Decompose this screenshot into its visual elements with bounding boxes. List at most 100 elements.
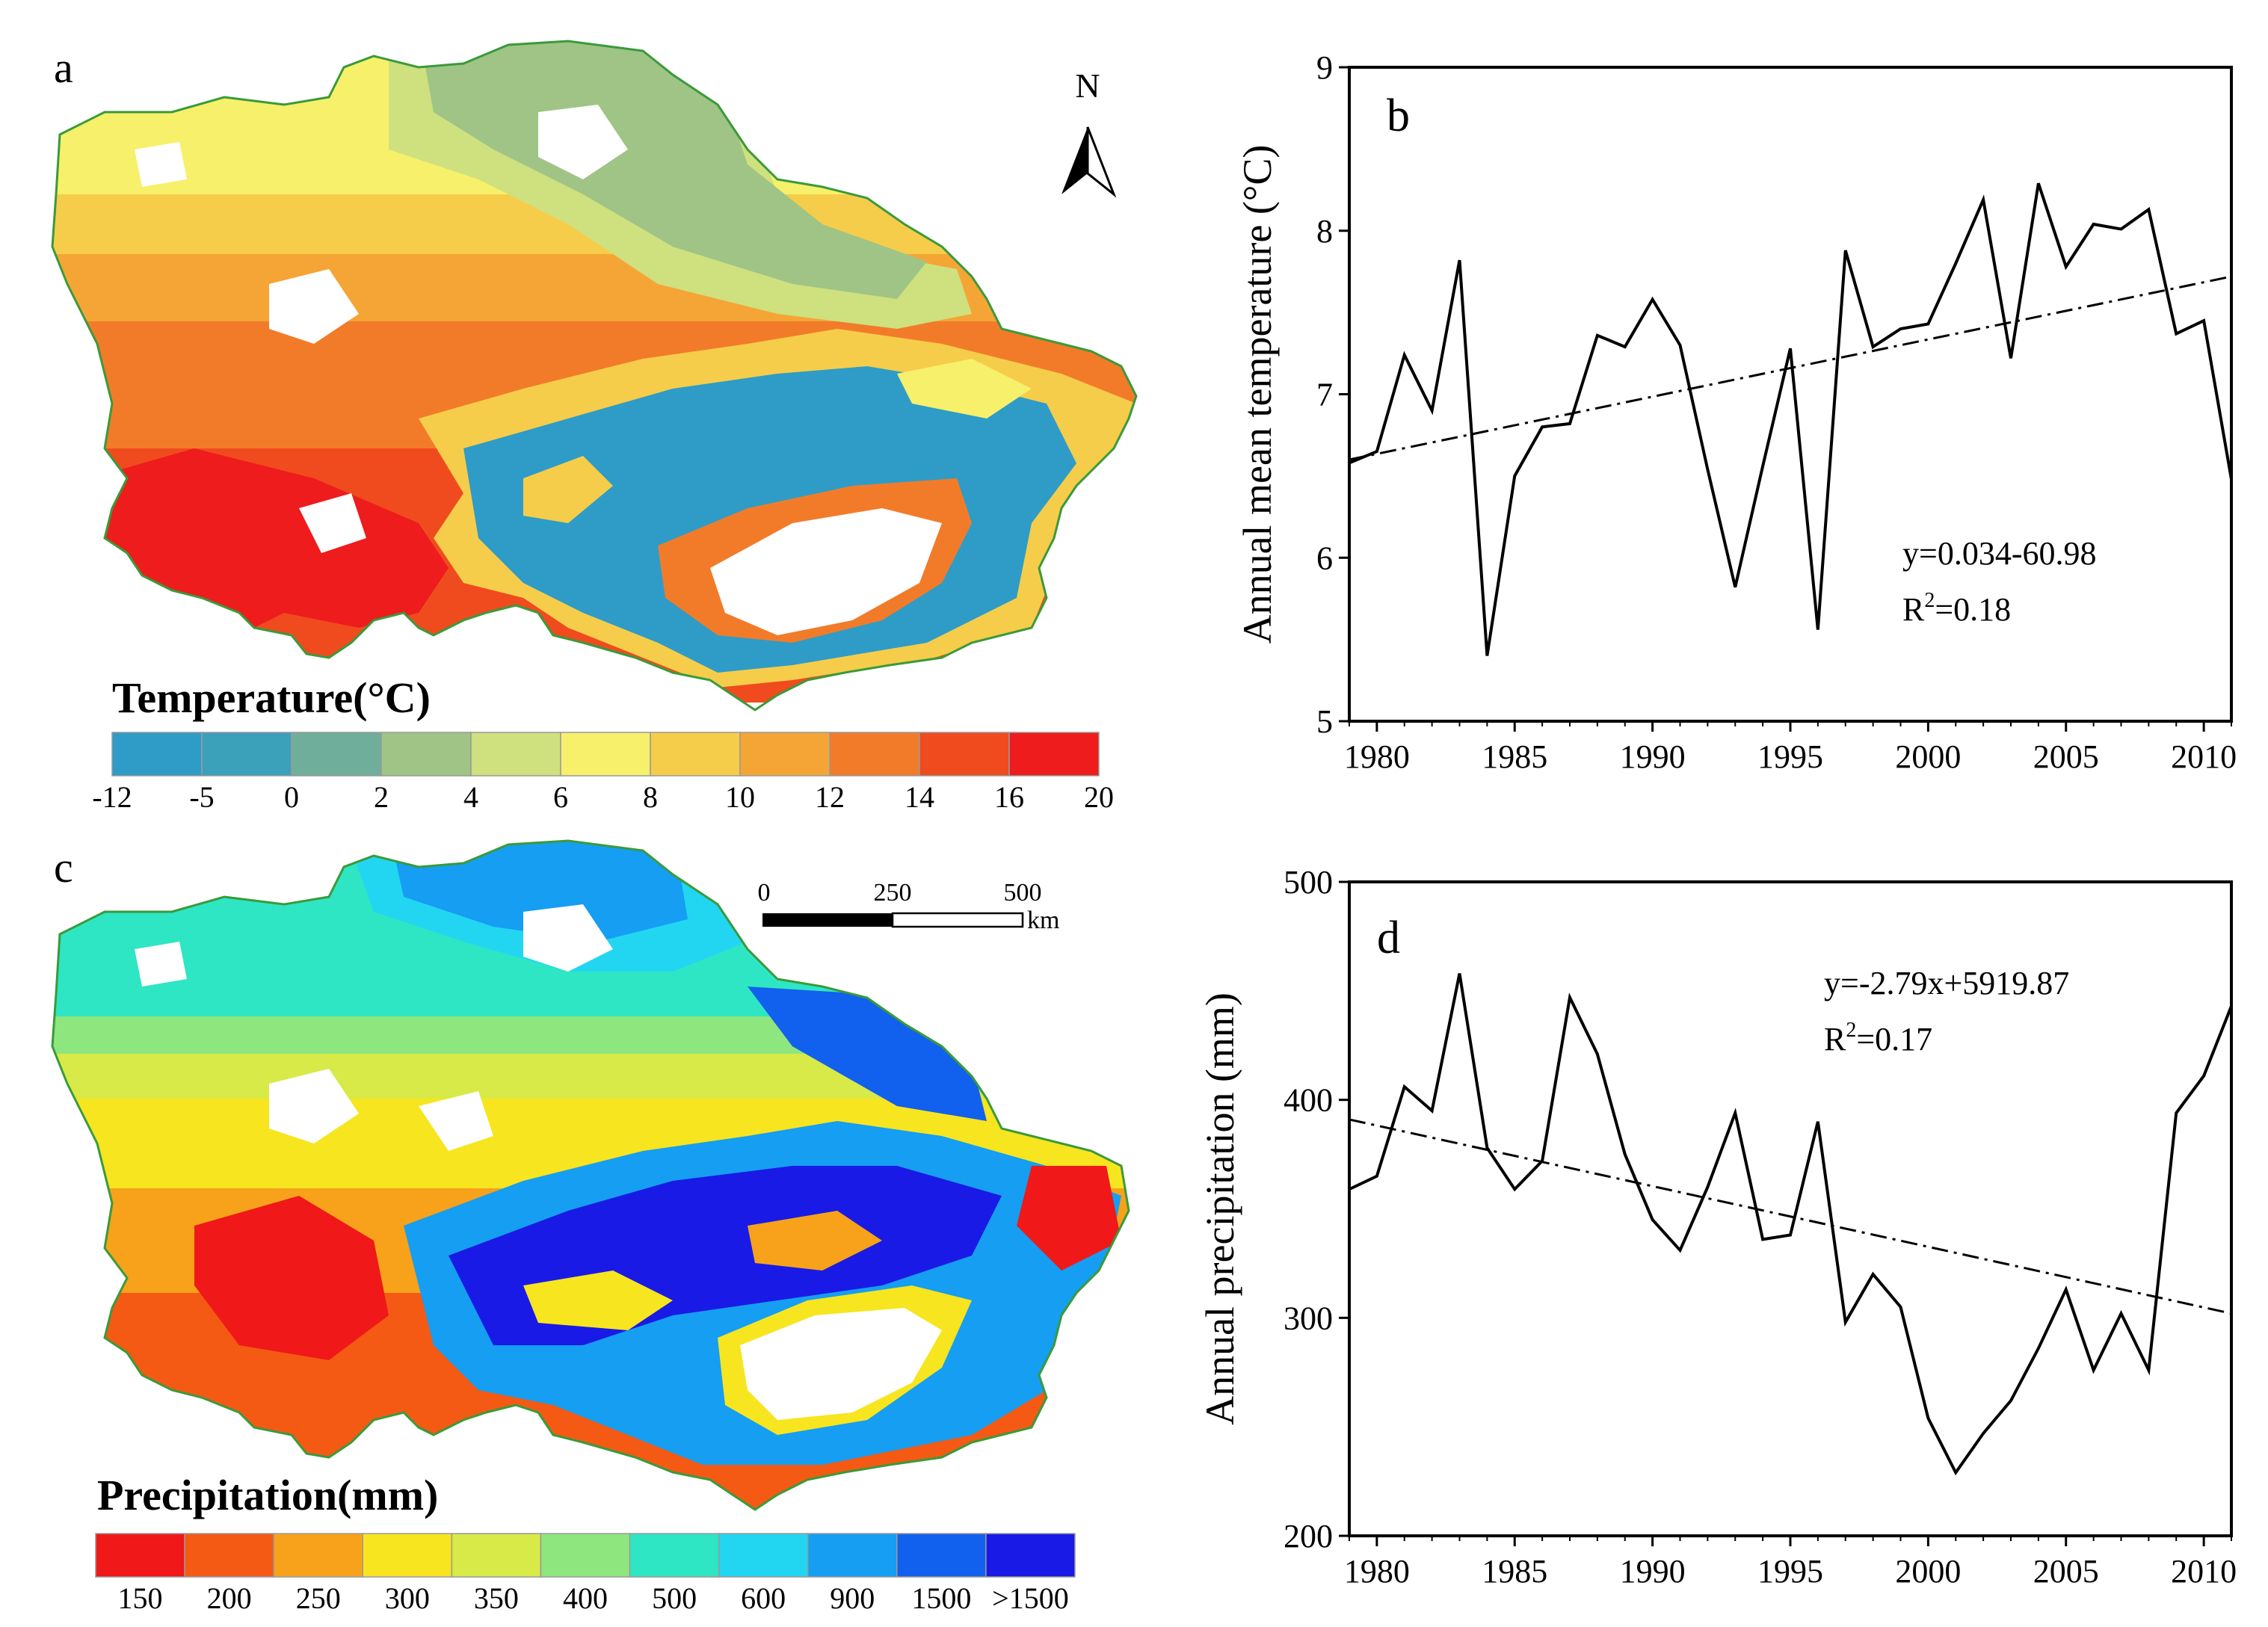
legend-swatch [111,732,203,777]
precipitation-chart: 1980 1985 1990 1995 2000 2005 2010 200 300 400 500… [1198,864,2237,1590]
legend-tick-label: 10 [725,780,755,814]
legend-swatch [184,1533,274,1578]
temperature-map [51,40,1138,711]
y-tick-label: 9 [1316,49,1333,86]
y-tick-label: 400 [1284,1082,1333,1119]
legend-tick-label: -12 [92,780,132,814]
legend-tick-label: 20 [1084,780,1114,814]
legend-swatch [380,732,472,777]
x-tick-label: 2005 [2033,1553,2099,1590]
legend-swatch [560,732,651,777]
y-tick-label: 8 [1316,213,1333,250]
x-tick-label: 1995 [1757,738,1823,775]
north-label: N [1075,67,1100,105]
legend-tick-label: 12 [815,780,845,814]
temperature-r2: R2=0.18 [1902,589,2011,628]
legend-tick-label: 400 [563,1581,608,1615]
r2-prefix: R [1902,591,1925,628]
legend-swatch [201,732,292,777]
legend-tick-label: 4 [463,780,478,814]
legend-tick-label: 900 [830,1581,875,1615]
x-tick-label: 1995 [1757,1553,1823,1590]
trend-line [1349,275,2232,461]
legend-tick-label: 8 [643,780,658,814]
x-tick-label: 2000 [1895,1553,1961,1590]
legend-swatch [807,1533,898,1578]
r2-prefix: R [1824,1021,1846,1058]
legend-swatch [985,1533,1076,1578]
legend-swatch [273,1533,364,1578]
x-tick-label: 2010 [2171,1553,2237,1590]
legend-swatch [629,1533,720,1578]
x-tick-label: 2005 [2033,738,2099,775]
temperature-legend-title: Temperature(°C) [112,673,431,722]
x-tick-label: 1990 [1620,738,1686,775]
legend-swatch [95,1533,185,1578]
y-tick-label: 5 [1316,703,1333,740]
north-arrow-icon [1061,126,1117,198]
precipitation-legend-title: Precipitation(mm) [97,1471,438,1519]
legend-tick-label: 16 [994,780,1024,814]
legend-swatch [362,1533,453,1578]
legend-tick-label: 200 [207,1581,252,1615]
scale-tick-500: 500 [1004,879,1042,907]
panel-label-d: d [1377,913,1400,963]
scale-tick-0: 0 [758,879,771,907]
precipitation-equation: y=-2.79x+5919.87 [1824,965,2069,1001]
legend-swatch [718,1533,809,1578]
panel-label-c: c [54,843,73,892]
legend-tick-label: 1500 [911,1581,971,1615]
legend-swatch [540,1533,631,1578]
legend-swatch [470,732,561,777]
legend-swatch [1008,732,1100,777]
x-tick-label: 1985 [1482,738,1547,775]
panel-label-a: a [54,43,73,92]
temperature-equation: y=0.034-60.98 [1902,535,2096,572]
y-tick-label: 200 [1284,1518,1333,1555]
scale-tick-250: 250 [874,879,912,907]
plot-frame [1348,880,2233,1537]
temperature-chart: 1980 1985 1990 1995 2000 2005 2010 5 6 7 8 9 Annual … [1235,49,2237,775]
y-axis-label: Annual precipitation (mm) [1198,992,1242,1425]
legend-tick-label: 500 [652,1581,697,1615]
legend-swatch [829,732,920,777]
trend-line [1349,1118,2232,1315]
y-tick-label: 300 [1284,1300,1333,1336]
legend-swatch [451,1533,542,1578]
precipitation-legend: 150 200 250 300 350 400 500 600 900 1500 >1500 [95,1533,1076,1615]
x-tick-label: 2010 [2171,738,2237,775]
legend-tick-label: 250 [296,1581,341,1615]
r2-value: =0.18 [1935,591,2011,628]
panel-label-b: b [1387,90,1410,141]
x-tick-label: 1980 [1344,1553,1410,1590]
x-tick-label: 1990 [1620,1553,1686,1590]
legend-tick-label: 14 [905,780,934,814]
precipitation-map [51,839,1130,1511]
plot-frame [1348,66,2233,723]
x-tick-label: 1980 [1344,738,1410,775]
legend-swatch [739,732,831,777]
y-tick-label: 7 [1316,377,1333,413]
legend-swatch [919,732,1010,777]
legend-swatch [650,732,741,777]
legend-swatch [291,732,382,777]
legend-tick-label: 6 [553,780,568,814]
legend-tick-label: 350 [474,1581,519,1615]
legend-tick-label: 300 [385,1581,430,1615]
temperature-legend: -12 -5 0 2 4 6 8 10 12 14 16 20 [92,732,1114,814]
legend-tick-label: -5 [189,780,214,814]
series-line [1349,182,2233,656]
y-tick-label: 6 [1316,540,1333,576]
legend-tick-label: 2 [374,780,389,814]
legend-tick-label: 0 [284,780,299,814]
legend-tick-label: >1500 [992,1581,1069,1615]
legend-tick-label: 600 [741,1581,786,1615]
r2-sup: 2 [1924,589,1935,612]
r2-value: =0.17 [1856,1021,1932,1058]
r2-sup: 2 [1846,1019,1856,1042]
precipitation-r2: R2=0.17 [1824,1019,1932,1058]
scale-bar: 0 250 500 km [758,879,1060,934]
legend-swatch [896,1533,987,1578]
x-tick-label: 2000 [1895,738,1961,775]
